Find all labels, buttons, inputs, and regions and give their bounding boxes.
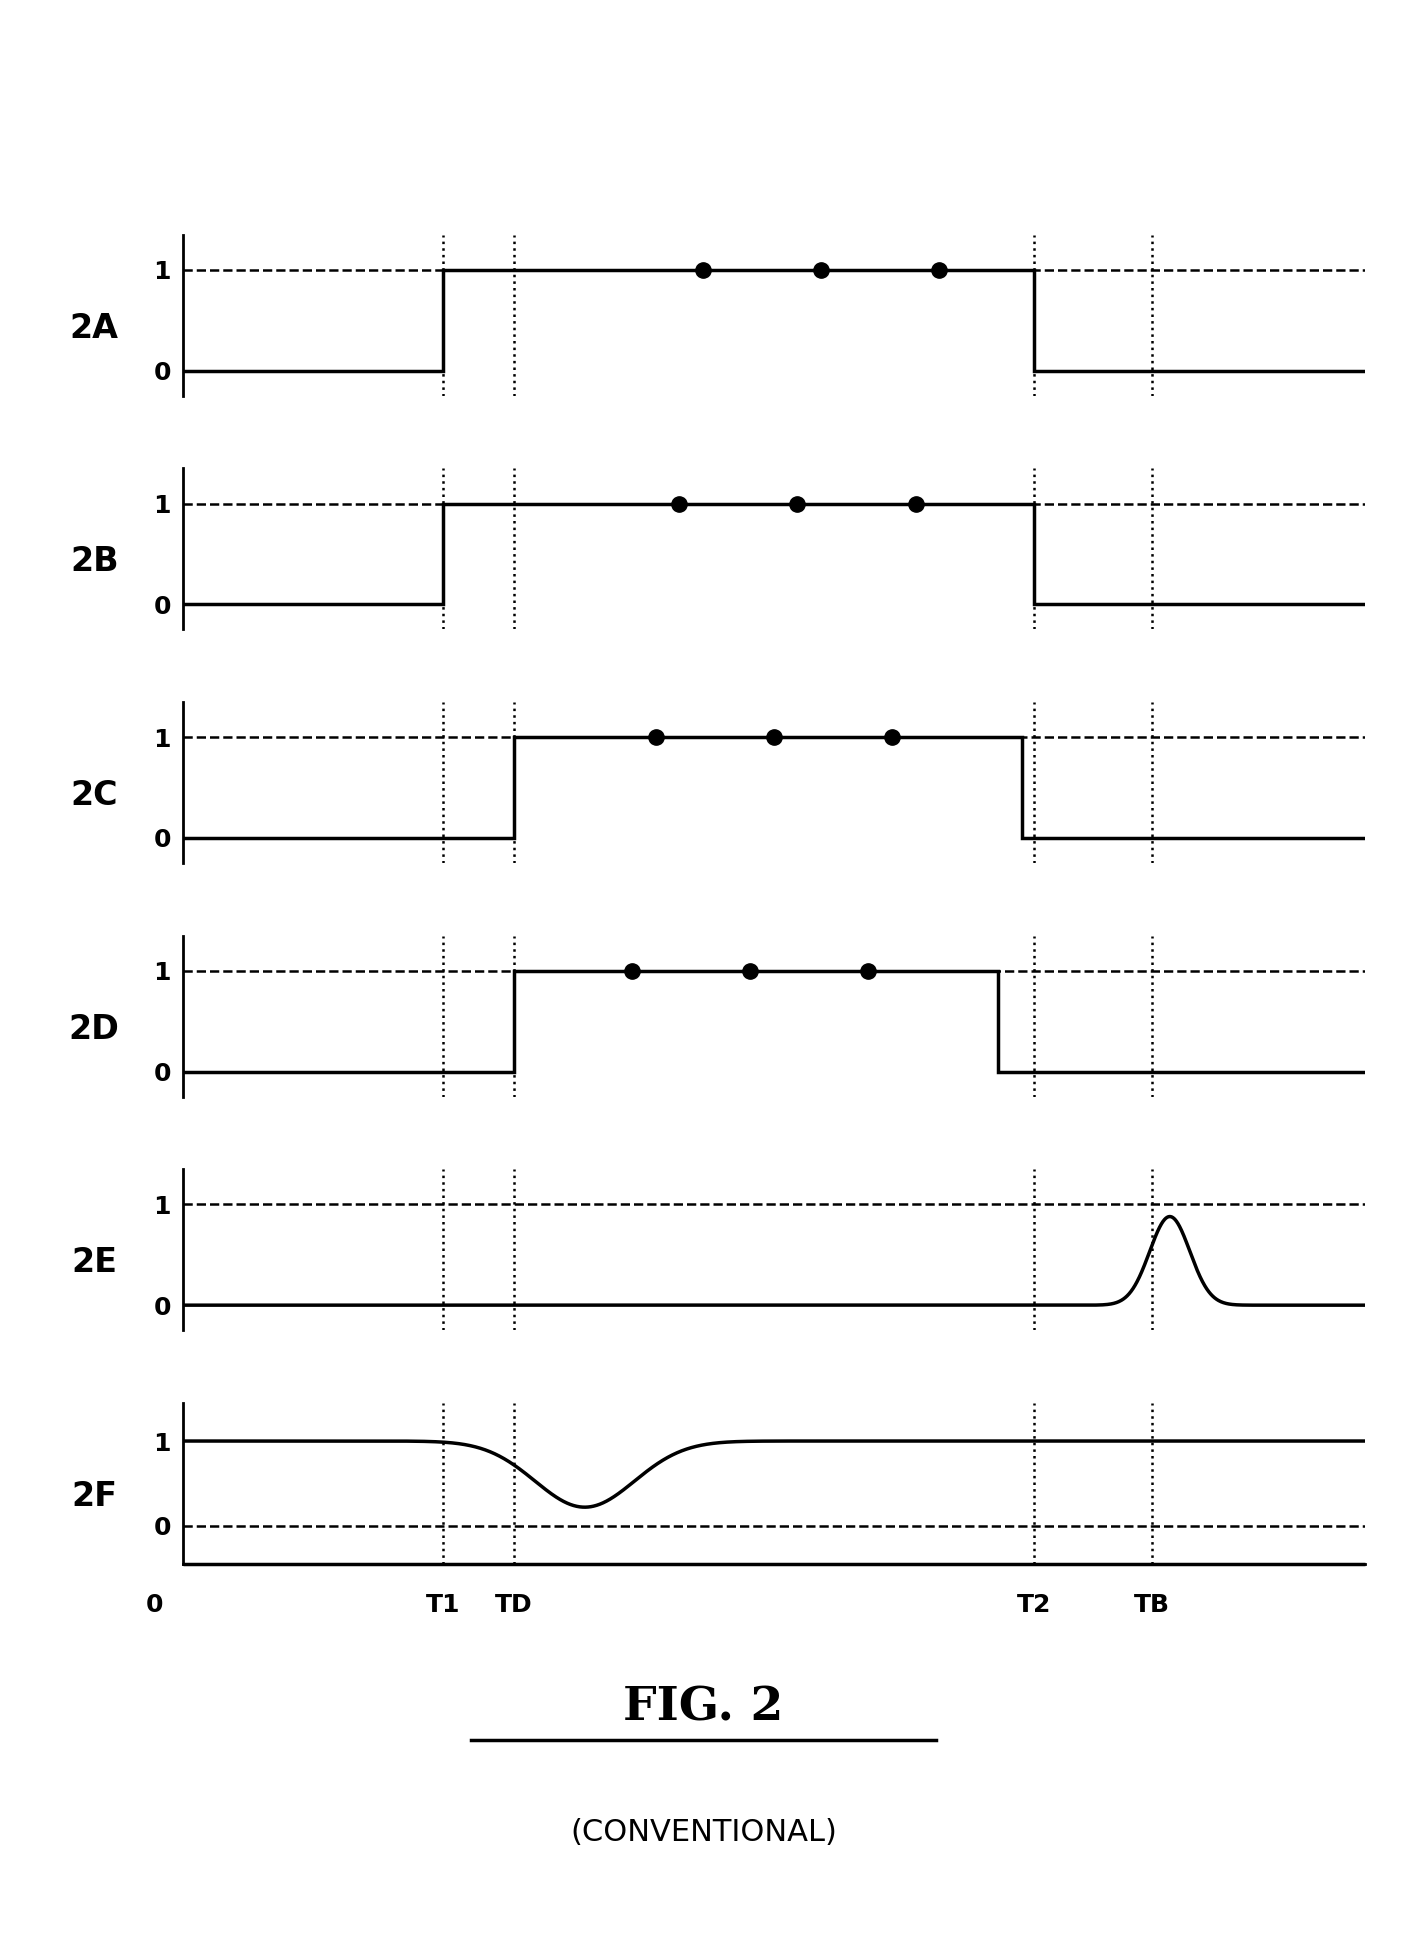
- Text: 2C: 2C: [70, 778, 118, 811]
- Text: TB: TB: [1134, 1593, 1171, 1617]
- Text: T2: T2: [1017, 1593, 1051, 1617]
- Text: 2B: 2B: [70, 545, 118, 579]
- Text: FIG. 2: FIG. 2: [623, 1683, 784, 1730]
- Text: 2F: 2F: [72, 1480, 117, 1513]
- Text: 2D: 2D: [69, 1013, 120, 1046]
- Text: T1: T1: [426, 1593, 460, 1617]
- Text: 0: 0: [146, 1593, 163, 1617]
- Text: 2A: 2A: [70, 311, 118, 344]
- Text: (CONVENTIONAL): (CONVENTIONAL): [570, 1818, 837, 1847]
- Text: 2E: 2E: [72, 1245, 117, 1279]
- Text: TD: TD: [495, 1593, 533, 1617]
